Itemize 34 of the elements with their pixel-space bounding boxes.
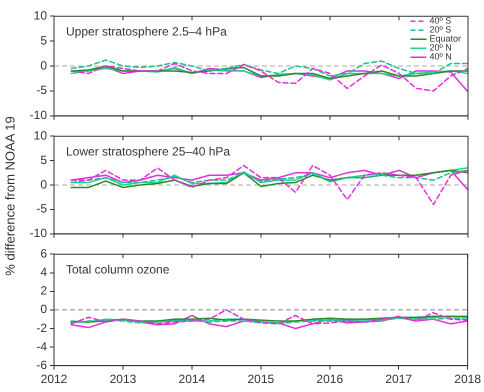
- x-tick-label: 2014: [178, 372, 206, 386]
- y-tick-label: 10: [34, 128, 48, 143]
- y-tick-label: 10: [34, 8, 48, 23]
- legend-label: 20º N: [429, 42, 452, 53]
- y-tick-label: 0: [40, 177, 48, 192]
- annotation: Upper stratosphere 2.5–4 hPa: [66, 24, 228, 39]
- annotation: Total column ozone: [66, 262, 170, 277]
- y-tick-label: -10: [30, 108, 48, 122]
- y-tick-label: 4: [40, 265, 48, 280]
- x-tick-label: 2018: [454, 372, 482, 386]
- y-tick-label: 6: [40, 246, 48, 261]
- y-tick-label: 5: [40, 33, 48, 48]
- annotation: Lower stratosphere 25–40 hPa: [66, 144, 230, 159]
- y-tick-label: 2: [40, 284, 48, 298]
- y-tick-label: -6: [36, 358, 48, 372]
- x-tick-label: 2015: [247, 372, 274, 386]
- x-tick-label: 2013: [110, 372, 137, 386]
- y-tick-label: -5: [36, 202, 48, 216]
- x-tick-label: 2017: [385, 372, 412, 386]
- y-tick-label: -2: [36, 320, 48, 335]
- y-axis-title: % difference from NOAA 19: [2, 116, 18, 276]
- x-tick-label: 2016: [316, 372, 344, 386]
- y-tick-label: 0: [40, 302, 48, 316]
- y-tick-label: 0: [40, 58, 48, 72]
- legend-label: 20º S: [429, 24, 452, 35]
- y-tick-label: 5: [40, 152, 48, 167]
- y-tick-label: -5: [36, 83, 48, 98]
- y-tick-label: -4: [36, 339, 48, 354]
- line-series: [70, 59, 468, 77]
- y-tick-label: -10: [30, 226, 48, 240]
- x-tick-label: 2012: [40, 372, 68, 386]
- legend-label: 40º N: [429, 52, 452, 62]
- legend-label: Equator: [429, 34, 462, 44]
- legend-label: 40º S: [429, 16, 452, 26]
